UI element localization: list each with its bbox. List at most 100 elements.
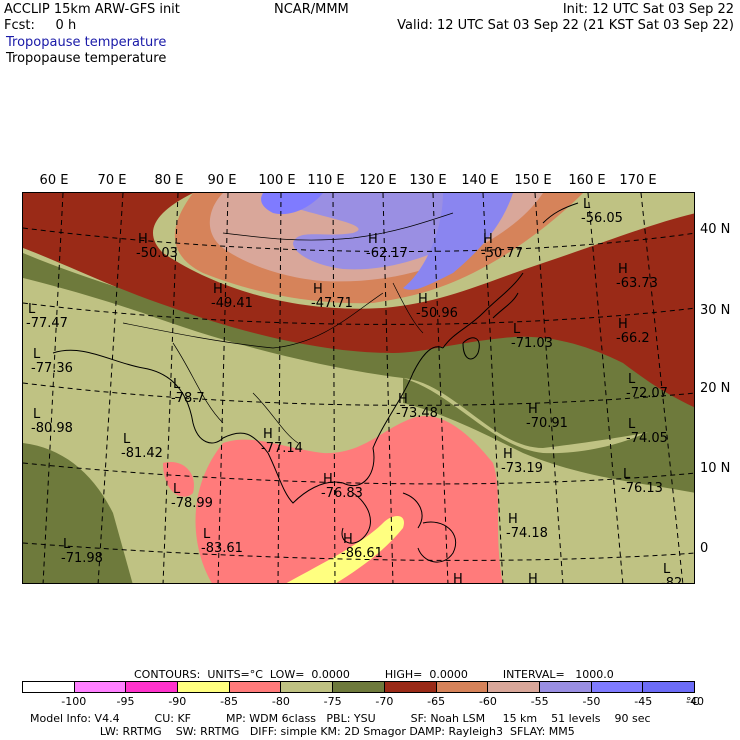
high-marker: H — [368, 232, 378, 247]
low-marker: L — [63, 537, 71, 552]
low-marker: L — [33, 407, 41, 422]
lon-label-100e: 100 E — [258, 173, 296, 188]
high-marker: H — [503, 447, 513, 462]
colorbar-tick-label: -85 — [220, 695, 239, 708]
lon-label-80e: 80 E — [154, 173, 184, 188]
colorbar-cell — [126, 682, 179, 692]
field-title-shaded: Tropopause temperature — [6, 35, 167, 50]
model-info-line-2: LW: RRTMG SW: RRTMG DIFF: simple KM: 2D … — [30, 725, 575, 738]
colorbar-tick-label: -75 — [323, 695, 342, 708]
colorbar-tick-label: -65 — [427, 695, 446, 708]
lon-label-150e: 150 E — [514, 173, 552, 188]
high-marker: H — [263, 427, 273, 442]
lon-label-130e: 130 E — [409, 173, 447, 188]
low-marker: L — [623, 467, 631, 482]
extremum-value-label: -72.07 — [626, 386, 668, 401]
init-time: Init: 12 UTC Sat 03 Sep 22 — [562, 2, 734, 17]
colorbar-tick-label: -50 — [582, 695, 601, 708]
high-marker: H — [313, 282, 323, 297]
lon-label-120e: 120 E — [359, 173, 397, 188]
lon-label-140e: 140 E — [461, 173, 499, 188]
extremum-value-label: -73.48 — [396, 406, 438, 421]
coastlines — [52, 202, 579, 563]
low-marker: L — [33, 347, 41, 362]
extremum-value-label: -74.05 — [626, 431, 668, 446]
high-marker: H — [528, 402, 538, 417]
field-band-olive-se — [403, 378, 694, 493]
forecast-hour: Fcst: 0 h — [4, 18, 77, 33]
field-region-salmon — [195, 416, 503, 583]
lat-label-10n: 10 N — [700, 461, 731, 476]
high-marker: H — [508, 512, 518, 527]
model-info-line-1: Model Info: V4.4 CU: KF MP: WDM 6class P… — [30, 712, 651, 725]
extremum-value-label: -76.13 — [621, 481, 663, 496]
colorbar-cell — [384, 682, 437, 692]
lon-label-90e: 90 E — [207, 173, 237, 188]
colorbar-tick-label: -90 — [168, 695, 187, 708]
extremum-value-label: -50.96 — [416, 306, 458, 321]
lat-label-20n: 20 N — [700, 381, 731, 396]
extremum-value-label: -86.61 — [341, 546, 383, 561]
extremum-value-label: -82 — [661, 576, 682, 584]
colorbar-cell — [23, 682, 75, 692]
extremum-value-label: -63.73 — [616, 276, 658, 291]
extremum-value-label: -71.03 — [511, 336, 553, 351]
extremum-value-label: -80.98 — [31, 421, 73, 436]
colorbar-cell — [74, 682, 127, 692]
institution-label: NCAR/MMM — [274, 2, 349, 17]
colorbar-tick-label: -45 — [634, 695, 653, 708]
low-marker: L — [203, 527, 211, 542]
colorbar-cell — [643, 682, 694, 692]
high-marker: H — [398, 392, 408, 407]
colorbar-unit: °C — [686, 695, 700, 708]
extremum-value-label: -78.99 — [171, 496, 213, 511]
colorbar-tick-label: -80 — [271, 695, 290, 708]
tropopause-temperature-map: H -50.03 H -62.17 H -50.77 L -56.05 H -63.73 L -77.… — [22, 192, 695, 584]
low-marker: L — [28, 302, 36, 317]
lat-label-eq: 0 — [700, 541, 709, 556]
extremum-value-label: -83.61 — [201, 541, 243, 556]
extremum-value-label: -81.42 — [121, 446, 163, 461]
lon-label-160e: 160 E — [568, 173, 606, 188]
colorbar-cell — [436, 682, 489, 692]
colorbar-tick-label: -40 — [686, 695, 704, 708]
field-band-olive-sw — [23, 443, 133, 583]
extremum-value-label: -73.19 — [501, 461, 543, 476]
low-marker: L — [123, 432, 131, 447]
graticule — [23, 193, 694, 583]
colorbar-tick-label: -100 — [61, 695, 87, 708]
extremum-value-label: -50.77 — [481, 246, 523, 261]
field-band-blue-ne — [403, 193, 513, 290]
high-marker: H — [618, 262, 628, 277]
extremum-value-label: -71.98 — [61, 551, 103, 566]
high-marker: H — [323, 472, 333, 487]
colorbar-cell — [229, 682, 282, 692]
colorbar-cell — [281, 682, 334, 692]
extremum-value-label: -56.05 — [581, 211, 623, 226]
map-annotations: H-50.03H-62.17H-50.77L-56.05H-63.73L-77.… — [26, 197, 682, 584]
extremum-value-label: -77.47 — [26, 316, 68, 331]
lon-label-70e: 70 E — [97, 173, 127, 188]
borders — [122, 212, 454, 444]
contours-info: CONTOURS: UNITS=°C LOW= 0.0000 HIGH= 0.0… — [134, 668, 614, 681]
colorbar-cell — [488, 682, 540, 692]
low-marker: L — [173, 482, 181, 497]
extremum-value-label: -77.14 — [261, 441, 303, 456]
colorbar — [22, 681, 695, 693]
field-band-blue-nw — [261, 193, 323, 215]
lon-label-110e: 110 E — [307, 173, 345, 188]
colorbar-tick-label: -55 — [530, 695, 549, 708]
extremum-value-label: -47.71 — [311, 296, 353, 311]
colorbar-cell — [539, 682, 592, 692]
high-marker: H — [483, 232, 493, 247]
field-band-darkred — [23, 193, 694, 408]
high-marker: H — [453, 572, 463, 584]
lon-label-60e: 60 E — [39, 173, 69, 188]
valid-time: Valid: 12 UTC Sat 03 Sep 22 (21 KST Sat … — [397, 18, 734, 33]
extremum-value-label: -49.41 — [211, 296, 253, 311]
extremum-value-label: -70.91 — [526, 416, 568, 431]
colorbar-cell — [178, 682, 230, 692]
colorbar-tick-label: -70 — [375, 695, 394, 708]
field-title-contour: Tropopause temperature — [6, 51, 167, 66]
lon-label-170e: 170 E — [619, 173, 657, 188]
